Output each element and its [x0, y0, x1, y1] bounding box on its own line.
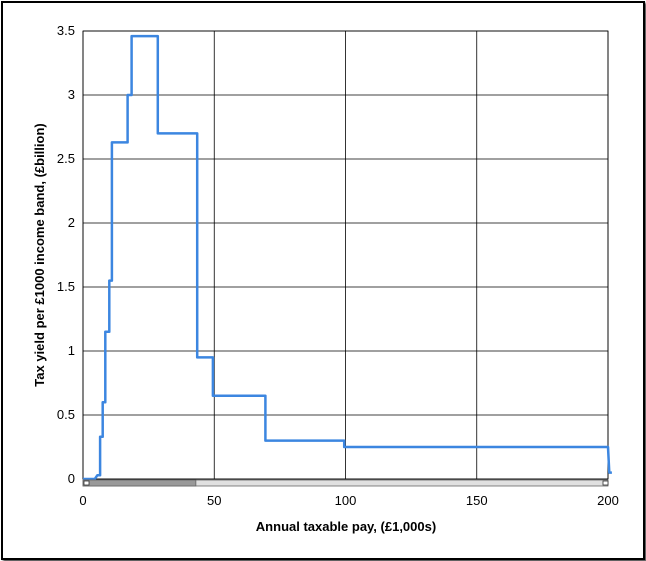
- series-group: [83, 34, 612, 481]
- scrollbar-thumb: [82, 479, 197, 487]
- x-tick-label-0: 0: [79, 493, 86, 508]
- series-line-0: [83, 34, 612, 481]
- x-tick-label-3: 150: [466, 493, 488, 508]
- x-tick-labels: 0 50 100 150 200: [79, 493, 618, 508]
- y-axis-title: Tax yield per £1000 income band, (£billi…: [32, 123, 47, 386]
- x-tick-label-2: 100: [335, 493, 357, 508]
- x-axis-title: Annual taxable pay, (£1,000s): [256, 519, 436, 534]
- grid: [82, 30, 609, 480]
- plot-area-border: [82, 30, 609, 480]
- y-tick-label-1: 0.5: [57, 407, 75, 422]
- y-tick-label-0: 0: [68, 471, 75, 486]
- y-tick-label-2: 1: [68, 343, 75, 358]
- x-tick-label-4: 200: [597, 493, 619, 508]
- y-tick-label-3: 1.5: [57, 279, 75, 294]
- y-tick-label-4: 2: [68, 215, 75, 230]
- range-scrollbar[interactable]: [82, 479, 609, 487]
- scrollbar-right-handle: [602, 480, 609, 486]
- y-tick-labels: 0 0.5 1 1.5 2 2.5 3 3.5: [57, 23, 75, 486]
- scrollbar-left-handle: [83, 480, 90, 486]
- y-tick-label-6: 3: [68, 87, 75, 102]
- y-tick-label-5: 2.5: [57, 151, 75, 166]
- plot-border: [82, 30, 609, 480]
- x-tick-label-1: 50: [207, 493, 221, 508]
- y-tick-label-7: 3.5: [57, 23, 75, 38]
